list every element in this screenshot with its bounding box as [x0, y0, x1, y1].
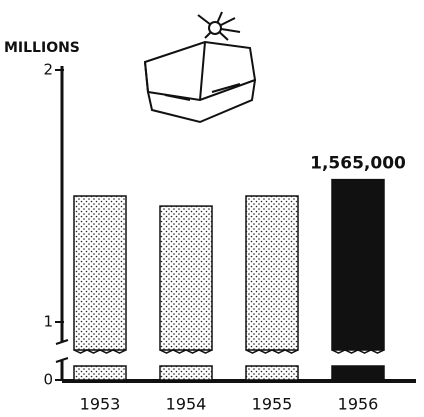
break-edge — [331, 349, 385, 354]
bar — [159, 205, 213, 351]
x-tick-label: 1955 — [252, 395, 293, 414]
bar-stub — [73, 365, 127, 381]
x-tick-label: 1954 — [166, 395, 207, 414]
bar — [331, 178, 385, 351]
casket-illustration — [143, 11, 257, 124]
break-edge — [245, 349, 299, 354]
y-tick-label: 0 — [43, 371, 53, 389]
x-tick-label: 1956 — [338, 395, 379, 414]
break-edge — [159, 349, 213, 354]
axis-break — [55, 339, 69, 363]
bar-stub — [331, 365, 385, 381]
y-axis-label: MILLIONS — [4, 40, 80, 56]
break-edge — [73, 349, 127, 354]
bar-stub — [159, 365, 213, 381]
bar — [73, 195, 127, 351]
value-label: 1,565,000 — [310, 154, 406, 174]
bar-stub — [245, 365, 299, 381]
x-tick-label: 1953 — [80, 395, 121, 414]
y-tick-label: 1 — [43, 313, 53, 331]
bar — [245, 195, 299, 351]
y-tick-label: 2 — [43, 61, 53, 79]
